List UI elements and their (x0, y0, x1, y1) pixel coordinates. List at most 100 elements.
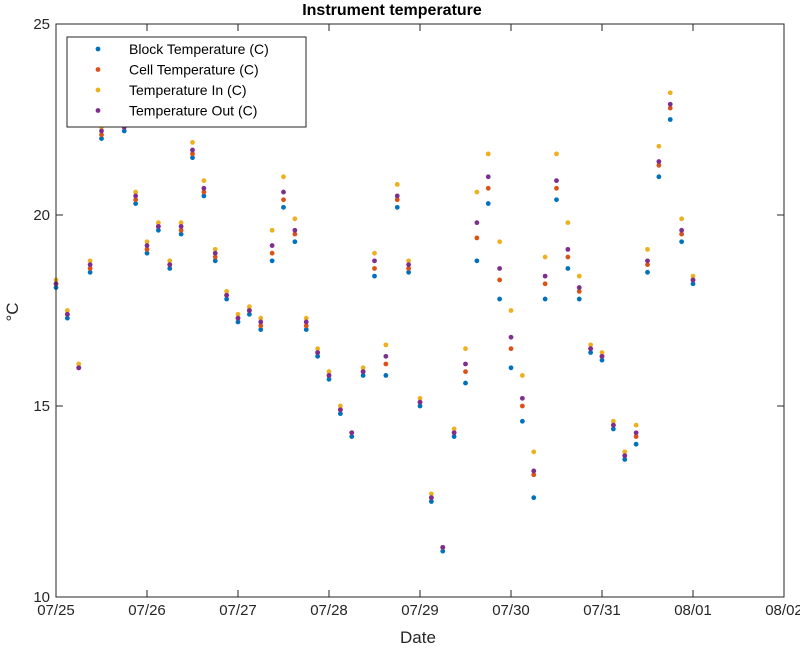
data-point (315, 350, 321, 355)
data-point (269, 243, 275, 248)
data-point (588, 342, 594, 348)
data-point (645, 246, 650, 252)
data-point (428, 491, 434, 497)
data-point (463, 380, 468, 386)
data-point (485, 185, 491, 191)
data-point (258, 315, 264, 321)
data-point (633, 441, 639, 447)
y-axis: 10 15 20 25 (33, 16, 784, 606)
data-point (519, 418, 525, 424)
data-point (451, 434, 457, 439)
data-point (394, 182, 400, 187)
data-point (610, 426, 616, 432)
data-point (337, 403, 343, 409)
data-point (599, 350, 605, 355)
data-point (406, 258, 412, 264)
data-point (576, 273, 582, 279)
data-point (326, 376, 332, 382)
x-axis-title: Date (400, 628, 436, 647)
series-4 (53, 101, 696, 550)
x-tick-label: 07/25 (37, 602, 75, 619)
data-point (394, 197, 400, 203)
x-tick-label: 07/30 (492, 602, 530, 619)
legend-label: Block Temperature (C) (129, 41, 269, 57)
data-point (201, 185, 207, 191)
data-point (565, 254, 571, 260)
data-point (565, 266, 571, 271)
data-point (554, 178, 559, 184)
data-point (121, 128, 127, 134)
data-point (315, 353, 321, 359)
data-point (235, 315, 241, 321)
data-point (451, 426, 457, 432)
data-point (690, 277, 696, 283)
data-point (383, 342, 389, 348)
data-point (497, 296, 503, 302)
data-point (224, 296, 230, 302)
data-point (224, 289, 230, 294)
data-point (87, 258, 93, 264)
data-point (565, 220, 571, 226)
data-point (281, 204, 286, 210)
x-tick-label: 07/29 (401, 602, 439, 619)
data-point (463, 369, 468, 375)
data-point (133, 189, 139, 195)
data-point (474, 235, 480, 241)
data-point (497, 277, 503, 283)
legend-box (66, 36, 307, 128)
data-point (656, 143, 662, 149)
data-point (281, 197, 286, 203)
data-point (337, 411, 343, 417)
data-point (144, 246, 150, 252)
chart-title: Instrument temperature (302, 2, 482, 19)
data-point (269, 227, 275, 233)
data-point (246, 311, 252, 317)
data-point (508, 334, 514, 340)
x-tick-label: 08/01 (674, 602, 712, 619)
data-point (679, 216, 685, 222)
data-point (474, 189, 480, 195)
data-point (212, 258, 218, 264)
data-point (292, 231, 298, 237)
data-point (463, 346, 468, 352)
data-point (178, 220, 184, 226)
data-point (281, 189, 286, 195)
x-tick-label: 07/27 (219, 602, 257, 619)
legend-marker (95, 46, 101, 52)
data-point (610, 422, 616, 428)
data-point (167, 266, 173, 271)
data-point (383, 353, 389, 359)
data-point (64, 311, 70, 317)
data-point (224, 292, 230, 298)
data-point (383, 373, 389, 378)
y-tick-label: 25 (33, 16, 50, 33)
data-point (667, 105, 673, 111)
legend-label: Temperature In (C) (129, 82, 246, 98)
data-point (485, 151, 491, 157)
data-point (497, 266, 503, 271)
data-point (167, 262, 173, 268)
data-point (87, 269, 93, 275)
data-point (690, 273, 696, 279)
y-tick-label: 10 (33, 589, 50, 606)
data-point (519, 395, 525, 401)
data-point (667, 117, 673, 122)
legend-label: Temperature Out (C) (129, 103, 257, 119)
data-point (99, 136, 104, 142)
data-point (633, 430, 639, 436)
data-point (315, 346, 321, 352)
data-point (497, 239, 503, 245)
data-point (474, 220, 480, 226)
data-point (155, 220, 161, 226)
legend-label: Cell Temperature (C) (129, 62, 259, 78)
data-point (463, 361, 468, 367)
data-point (451, 430, 457, 436)
data-point (417, 403, 423, 409)
data-point (258, 323, 264, 329)
data-point (258, 327, 264, 332)
data-point (269, 250, 275, 256)
y-tick-label: 15 (33, 398, 50, 415)
data-point (508, 308, 514, 313)
legend-marker (95, 67, 101, 72)
data-point (99, 132, 104, 138)
